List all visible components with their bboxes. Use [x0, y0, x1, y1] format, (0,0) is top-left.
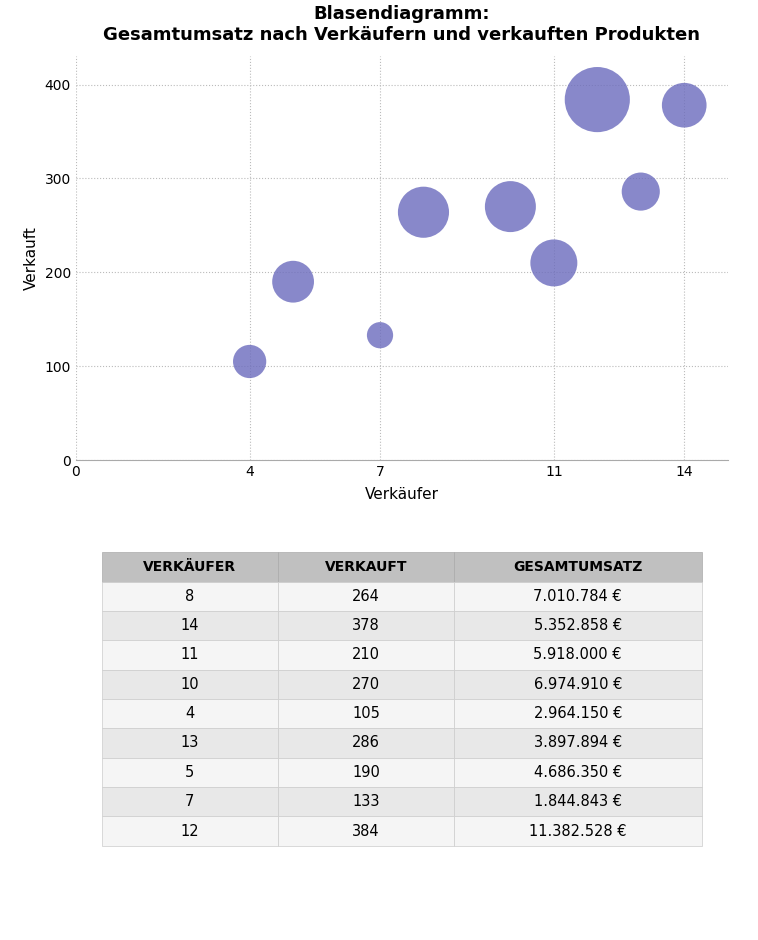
Point [504, 199, 516, 214]
Point [418, 205, 430, 220]
Title: Blasendiagramm:
Gesamtumsatz nach Verkäufern und verkauften Produkten: Blasendiagramm: Gesamtumsatz nach Verkäu… [103, 5, 700, 44]
Point [591, 92, 603, 107]
Point [243, 354, 255, 369]
Point [287, 274, 299, 290]
Point [548, 256, 560, 271]
X-axis label: Verkäufer: Verkäufer [365, 487, 439, 502]
Point [678, 98, 691, 113]
Point [634, 184, 647, 199]
Y-axis label: Verkauft: Verkauft [24, 227, 39, 290]
Point [374, 328, 386, 343]
